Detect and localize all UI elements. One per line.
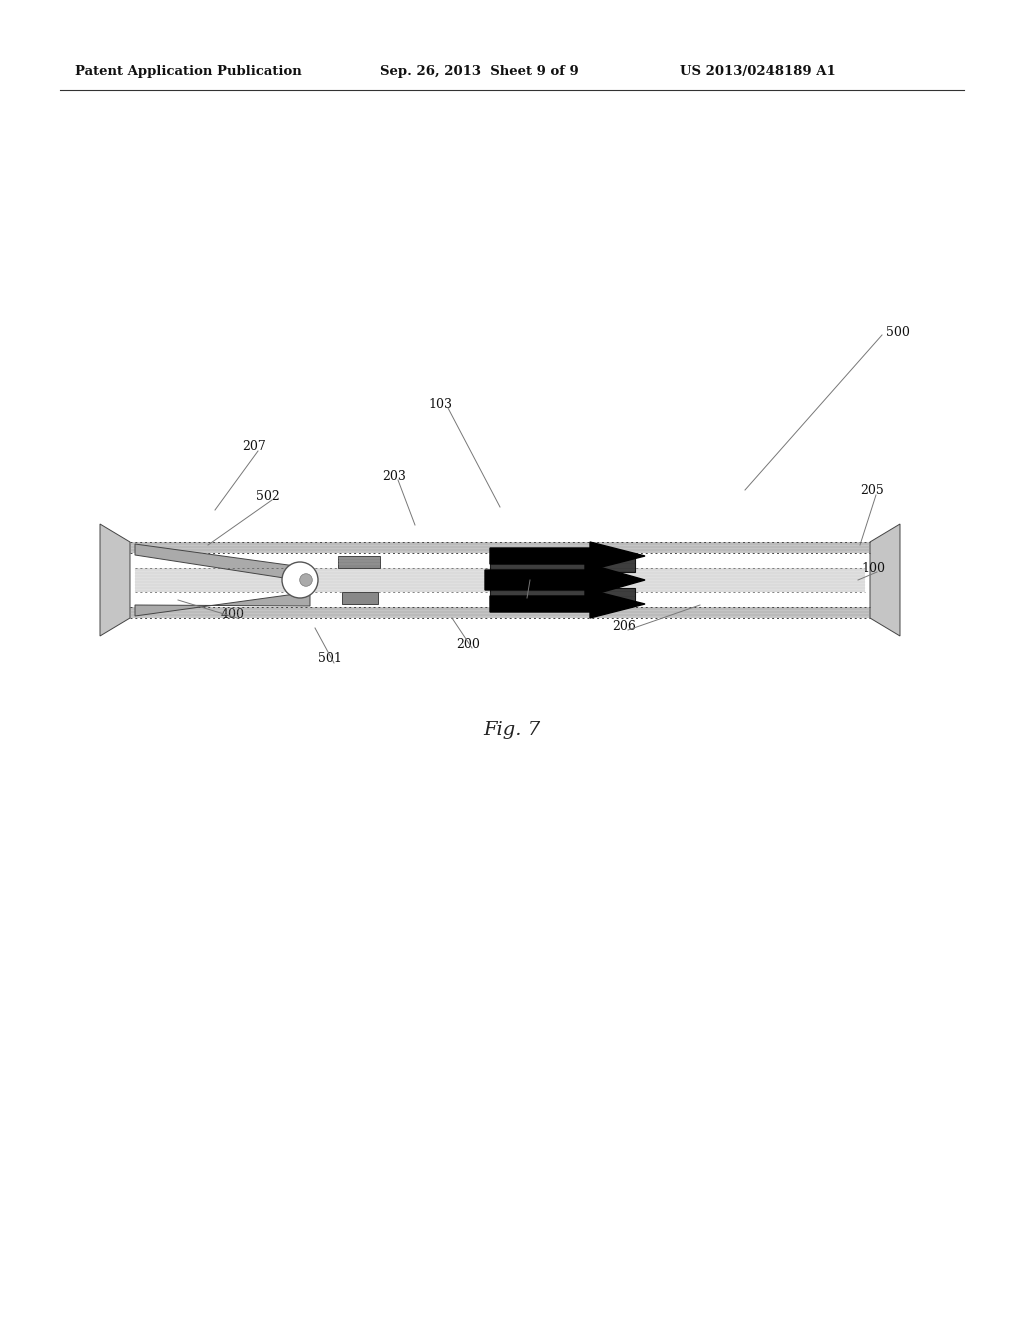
FancyBboxPatch shape [130,607,870,618]
FancyArrow shape [490,543,645,570]
Text: 100: 100 [861,561,885,574]
Text: 500: 500 [886,326,910,339]
FancyBboxPatch shape [130,553,870,607]
Circle shape [282,562,318,598]
FancyBboxPatch shape [342,591,378,605]
Text: 103: 103 [428,397,452,411]
Polygon shape [135,544,310,582]
Circle shape [300,574,312,586]
Text: 205: 205 [860,484,884,498]
Text: Sep. 26, 2013  Sheet 9 of 9: Sep. 26, 2013 Sheet 9 of 9 [380,66,579,78]
Text: Patent Application Publication: Patent Application Publication [75,66,302,78]
Text: 200: 200 [456,638,480,651]
Text: 206: 206 [612,619,636,632]
Text: 203: 203 [382,470,406,483]
Polygon shape [100,524,130,636]
Text: 102: 102 [511,587,535,601]
Text: 400: 400 [221,607,245,620]
Polygon shape [490,587,635,605]
FancyArrow shape [485,564,645,597]
Polygon shape [870,524,900,636]
Text: 502: 502 [256,490,280,503]
FancyArrow shape [490,590,645,618]
Polygon shape [135,591,310,616]
Text: 501: 501 [318,652,342,665]
Text: Fig. 7: Fig. 7 [483,721,541,739]
FancyBboxPatch shape [135,568,865,591]
FancyBboxPatch shape [338,556,380,568]
Polygon shape [490,554,635,572]
Text: 207: 207 [242,441,266,454]
Text: US 2013/0248189 A1: US 2013/0248189 A1 [680,66,836,78]
FancyBboxPatch shape [130,543,870,553]
